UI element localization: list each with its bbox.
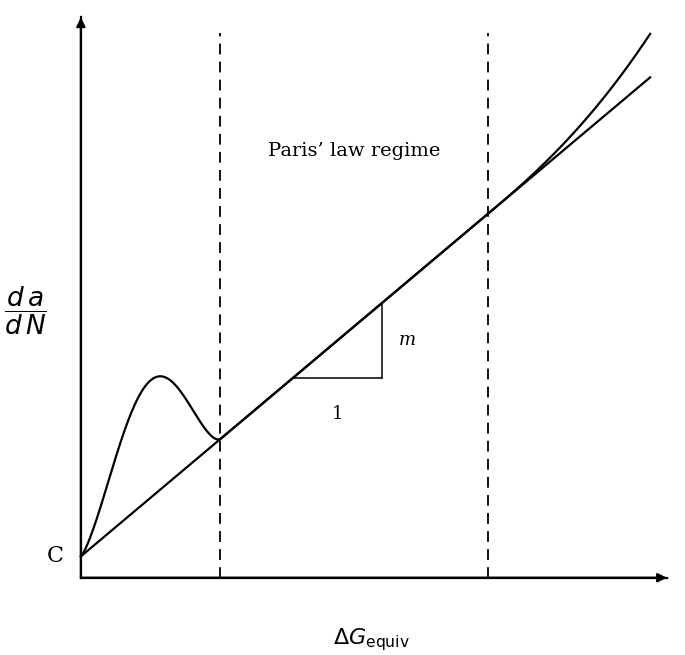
Text: m: m	[399, 331, 416, 349]
Text: $\dfrac{d\,a}{d\,N}$: $\dfrac{d\,a}{d\,N}$	[3, 285, 47, 337]
Text: Paris’ law regime: Paris’ law regime	[268, 142, 440, 160]
Text: $\Delta G_{\rm equiv}$: $\Delta G_{\rm equiv}$	[333, 626, 410, 652]
Text: 1: 1	[332, 405, 343, 422]
Text: C: C	[47, 546, 64, 567]
